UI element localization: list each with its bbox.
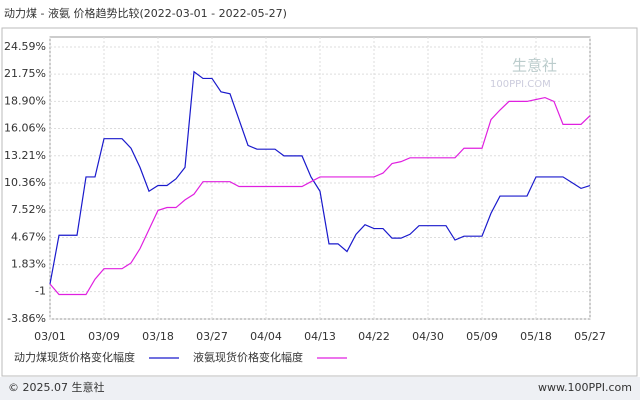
- watermark: 100PPI.COM: [490, 79, 551, 90]
- x-tick-label: 05/09: [466, 330, 498, 343]
- y-tick-label: 18.90%: [4, 94, 46, 107]
- chart-title: 动力煤 - 液氨 价格趋势比较(2022-03-01 - 2022-05-27): [4, 6, 287, 20]
- y-tick-label: 21.75%: [4, 67, 46, 80]
- y-tick-label: 1.83%: [11, 258, 46, 271]
- x-tick-label: 03/27: [196, 330, 228, 343]
- y-tick-label: -3.86%: [7, 312, 46, 325]
- legend-label: 动力煤现货价格变化幅度: [14, 350, 135, 364]
- footer-bar: [0, 377, 640, 400]
- y-tick-label: -1: [35, 285, 46, 298]
- footer-left: © 2025.07 生意社: [8, 380, 104, 394]
- y-tick-label: 24.59%: [4, 40, 46, 53]
- y-tick-label: 13.21%: [4, 149, 46, 162]
- footer-right: www.100PPI.com: [538, 381, 632, 394]
- x-tick-label: 03/09: [88, 330, 120, 343]
- y-tick-label: 16.06%: [4, 122, 46, 135]
- watermark: 生意社: [512, 57, 557, 75]
- y-tick-label: 7.52%: [11, 203, 46, 216]
- series-line: [49, 70, 591, 285]
- x-tick-label: 03/18: [142, 330, 174, 343]
- x-tick-label: 04/13: [304, 330, 336, 343]
- x-tick-label: 04/04: [250, 330, 282, 343]
- x-tick-label: 04/22: [358, 330, 390, 343]
- x-tick-label: 05/27: [574, 330, 606, 343]
- x-tick-label: 05/18: [520, 330, 552, 343]
- series-line: [49, 96, 591, 296]
- y-tick-label: 10.36%: [4, 176, 46, 189]
- y-tick-label: 4.67%: [11, 230, 46, 243]
- x-tick-label: 04/30: [412, 330, 444, 343]
- x-tick-label: 03/01: [34, 330, 66, 343]
- legend-label: 液氨现货价格变化幅度: [193, 350, 303, 364]
- chart-frame: [1, 27, 638, 377]
